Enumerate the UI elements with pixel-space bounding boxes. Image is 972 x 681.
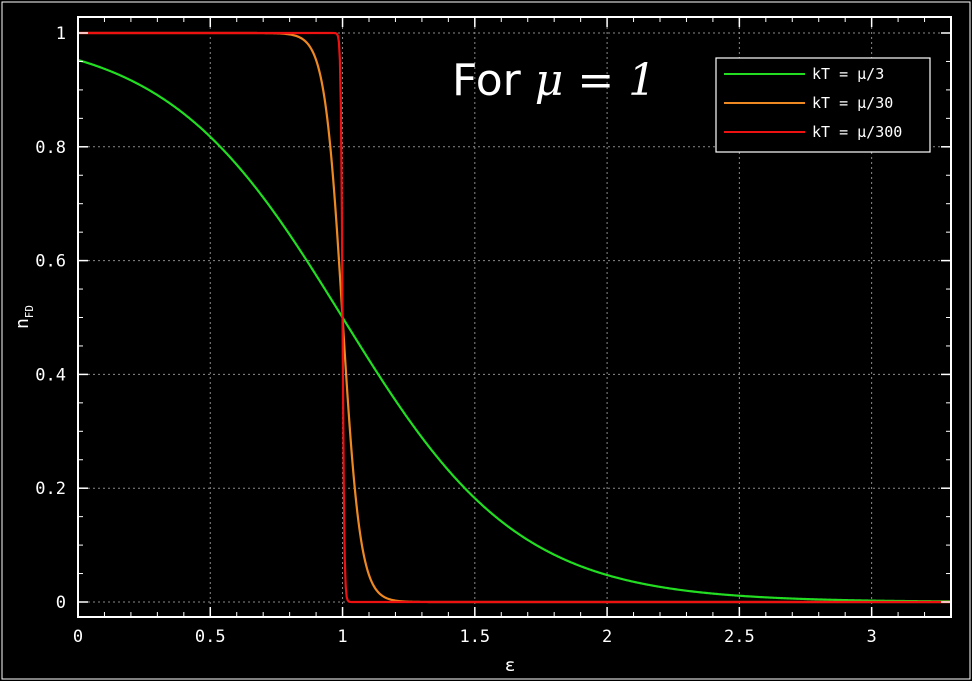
y-axis-label: nFD <box>12 305 36 329</box>
legend: kT = μ/3 kT = μ/30 kT = μ/300 <box>715 57 931 153</box>
legend-label: kT = μ/30 <box>812 94 893 112</box>
y-tick-label: 0.8 <box>35 138 66 158</box>
y-tick-label: 0.4 <box>35 365 66 385</box>
y-tick-label: 0.6 <box>35 252 66 272</box>
x-tick-label: 1 <box>337 627 347 647</box>
x-tick-label: 3 <box>867 627 877 647</box>
y-tick-label: 0 <box>56 593 66 613</box>
x-tick-label: 2.5 <box>724 627 755 647</box>
x-tick-label: 1.5 <box>459 627 490 647</box>
legend-label: kT = μ/3 <box>812 65 884 83</box>
x-tick-label: 2 <box>602 627 612 647</box>
series-line-1 <box>77 58 952 603</box>
annotation-math: μ = 1 <box>535 55 656 106</box>
x-tick-label: 0 <box>73 627 83 647</box>
x-tick-label: 0.5 <box>195 627 226 647</box>
y-axis-label-main: n <box>12 318 33 329</box>
annotation-prefix: For <box>452 55 522 106</box>
axis-ticks: 0 0.5 1 1.5 2 2.5 3 0 0.2 0.4 0.6 0.8 1 <box>35 17 952 647</box>
svg-text:nFD: nFD <box>12 305 36 329</box>
y-tick-label: 0.2 <box>35 479 66 499</box>
legend-label: kT = μ/300 <box>812 123 902 141</box>
series-line-3 <box>78 31 951 604</box>
y-axis-label-sub: FD <box>23 305 36 318</box>
y-tick-label: 1 <box>56 24 66 44</box>
series-lines <box>77 31 952 604</box>
mu-annotation: For μ = 1 <box>452 55 656 106</box>
x-axis-label: ε <box>505 655 516 676</box>
